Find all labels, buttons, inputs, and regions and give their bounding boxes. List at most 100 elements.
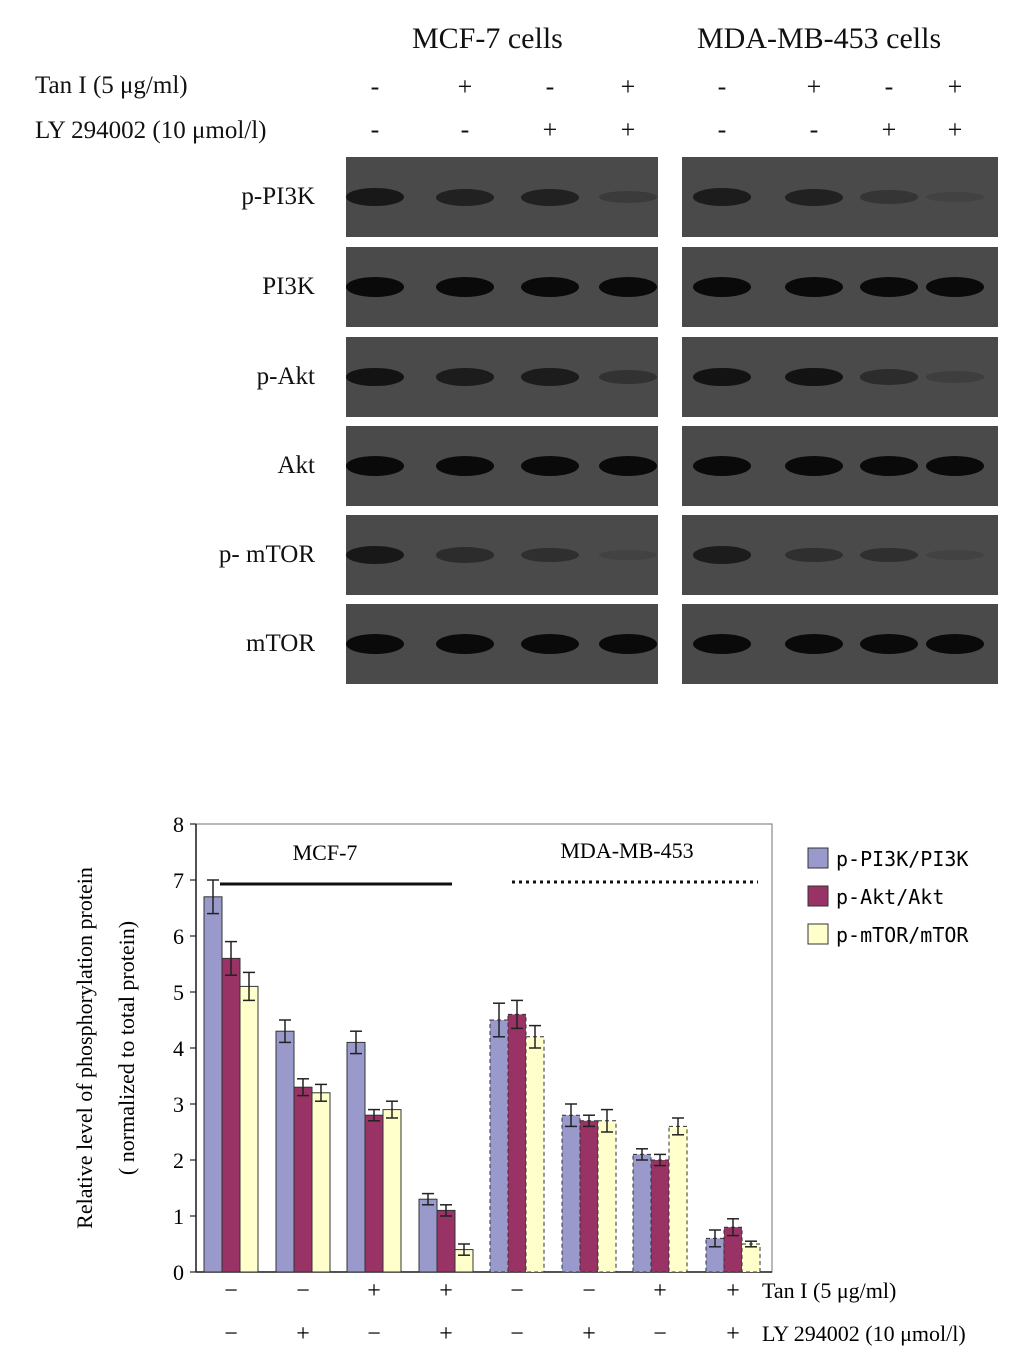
blot-strip <box>682 247 998 327</box>
y-tick-label: 2 <box>173 1148 184 1173</box>
y-tick-label: 7 <box>173 868 184 893</box>
blot-band <box>693 367 751 387</box>
treatment-sign: - <box>884 72 894 101</box>
blot-strip <box>682 515 998 595</box>
blot-band <box>693 277 751 297</box>
treatment-label-tan: Tan I (5 μg/ml) <box>35 72 188 99</box>
x-sign-tan: + <box>653 1278 667 1304</box>
blot-band <box>436 634 494 654</box>
blot-band <box>436 547 494 563</box>
blot-band <box>599 634 657 654</box>
bar <box>668 1125 688 1273</box>
blot-band <box>521 368 579 386</box>
x-sign-tan: + <box>726 1278 740 1304</box>
y-tick-label: 8 <box>173 812 184 837</box>
x-sign-tan: − <box>296 1278 310 1304</box>
y-tick-label: 0 <box>173 1260 184 1285</box>
blot-band <box>860 369 918 385</box>
x-sign-ly: + <box>726 1321 740 1347</box>
treatment-sign: - <box>717 115 727 144</box>
bar <box>489 1019 509 1273</box>
treatment-sign: + <box>881 115 897 144</box>
blot-band <box>693 188 751 206</box>
blot-band <box>926 456 984 476</box>
blot-band <box>785 367 843 387</box>
blot-band <box>785 456 843 476</box>
blot-band <box>346 367 404 387</box>
blot-band <box>346 545 404 565</box>
group-label-mcf7: MCF-7 <box>293 840 358 865</box>
y-tick-label: 4 <box>173 1036 184 1061</box>
y-tick-label: 1 <box>173 1204 184 1229</box>
blot-band <box>436 188 494 206</box>
x-label-ly: LY 294002 (10 μmol/l) <box>762 1321 966 1346</box>
bar <box>507 1013 527 1273</box>
bar <box>632 1153 652 1273</box>
blot-band <box>926 277 984 297</box>
treatment-sign: - <box>717 72 727 101</box>
legend-swatch <box>807 847 829 869</box>
treatment-sign: + <box>620 115 636 144</box>
blot-band <box>599 277 657 297</box>
blot-band <box>785 188 843 206</box>
blot-band <box>860 277 918 297</box>
blot-band <box>926 371 984 383</box>
x-sign-ly: − <box>367 1321 381 1347</box>
blot-strip <box>346 604 658 684</box>
blot-strip <box>346 426 658 506</box>
treatment-sign: - <box>545 72 555 101</box>
blot-band <box>346 634 404 654</box>
blot-band <box>599 549 657 561</box>
bar <box>597 1120 617 1273</box>
treatment-sign: - <box>809 115 819 144</box>
legend-swatch <box>807 885 829 907</box>
bar <box>364 1114 384 1273</box>
blot-row-label: p-PI3K <box>241 183 315 210</box>
treatment-sign: - <box>370 72 380 101</box>
blot-band <box>926 634 984 654</box>
bar <box>382 1109 402 1273</box>
blot-band <box>860 456 918 476</box>
blot-band <box>521 188 579 206</box>
group-header-mcf7: MCF-7 cells <box>412 22 563 55</box>
bar <box>203 896 223 1273</box>
blot-band <box>599 370 657 384</box>
x-label-tan: Tan I (5 μg/ml) <box>762 1278 896 1303</box>
blot-strip <box>346 337 658 417</box>
treatment-sign: - <box>460 115 470 144</box>
bar <box>221 957 241 1273</box>
blot-strip <box>682 337 998 417</box>
legend-label: p-mTOR/mTOR <box>836 923 969 947</box>
blot-row-label: mTOR <box>246 630 315 657</box>
x-sign-ly: − <box>224 1321 238 1347</box>
blot-strip <box>346 247 658 327</box>
treatment-sign: + <box>542 115 558 144</box>
group-label-mdamb453: MDA-MB-453 <box>560 838 693 863</box>
treatment-label-ly: LY 294002 (10 μmol/l) <box>35 117 267 144</box>
blot-band <box>860 190 918 204</box>
x-sign-tan: + <box>367 1278 381 1304</box>
x-sign-ly: − <box>653 1321 667 1347</box>
blot-band <box>346 456 404 476</box>
x-sign-tan: − <box>510 1278 524 1304</box>
bar-chart: 0 1 2 3 4 5 6 7 8 Relative level of phosphorylat… <box>72 812 969 1347</box>
bar <box>293 1086 313 1273</box>
bar <box>525 1036 545 1273</box>
bar <box>311 1092 331 1273</box>
blot-strip <box>346 157 658 237</box>
blot-band <box>436 368 494 386</box>
blot-band <box>693 546 751 564</box>
blot-strip <box>682 426 998 506</box>
blot-band <box>346 277 404 297</box>
blot-row-label: p- mTOR <box>218 541 315 568</box>
bar <box>741 1243 761 1273</box>
blot-row-label: Akt <box>277 452 316 479</box>
blot-band <box>785 277 843 297</box>
blot-band <box>436 277 494 297</box>
blot-band <box>926 549 984 561</box>
treatment-sign: + <box>457 72 473 101</box>
y-axis-label: Relative level of phosphorylation protei… <box>72 867 97 1229</box>
blot-band <box>860 547 918 563</box>
treatment-sign: + <box>947 72 963 101</box>
bar <box>346 1041 366 1273</box>
